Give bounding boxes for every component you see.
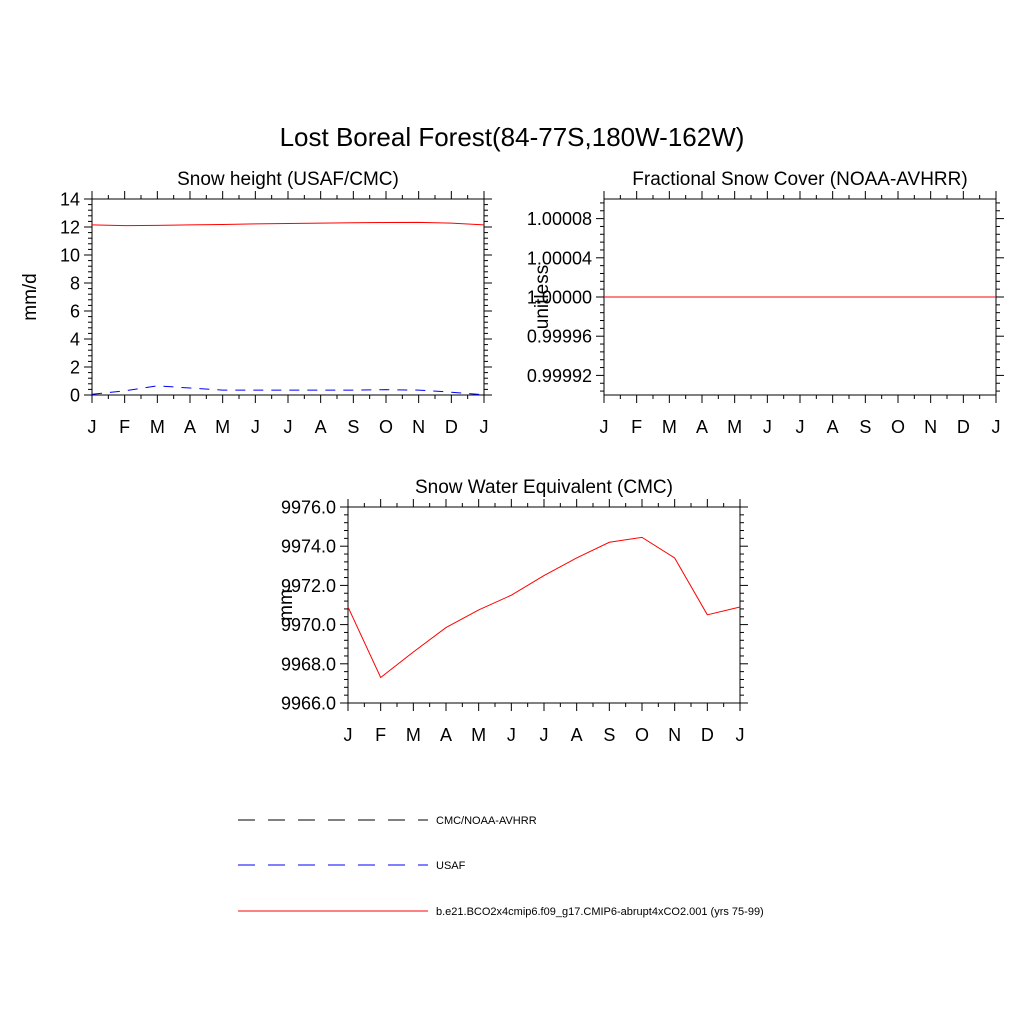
panel-title: Snow height (USAF/CMC) xyxy=(177,169,399,190)
x-tick-label: J xyxy=(88,417,97,437)
panel-title: Snow Water Equivalent (CMC) xyxy=(415,477,673,498)
x-tick-label: F xyxy=(631,417,642,437)
y-tick-label: 9966.0 xyxy=(281,694,336,714)
x-tick-label: M xyxy=(471,725,486,745)
x-tick-label: A xyxy=(827,417,839,437)
x-tick-label: M xyxy=(662,417,677,437)
x-tick-label: J xyxy=(284,417,293,437)
x-tick-label: O xyxy=(379,417,393,437)
x-tick-label: D xyxy=(701,725,714,745)
plot-frame xyxy=(91,198,485,396)
x-tick-label: S xyxy=(347,417,359,437)
y-tick-label: 1.00000 xyxy=(527,288,592,308)
plot-frame xyxy=(347,506,741,704)
y-tick-label: 9976.0 xyxy=(281,498,336,518)
x-tick-label: S xyxy=(603,725,615,745)
x-tick-label: J xyxy=(344,725,353,745)
panel-2: Fractional Snow Cover (NOAA-AVHRR) unitle… xyxy=(527,169,1004,437)
x-tick-label: F xyxy=(119,417,130,437)
x-tick-label: J xyxy=(480,417,489,437)
series-line-solid xyxy=(347,536,741,679)
panel-3: Snow Water Equivalent (CMC)mmJ F M A M J J A S O N… xyxy=(276,477,748,745)
panel-title: Fractional Snow Cover (NOAA-AVHRR) xyxy=(632,169,967,190)
figure-title: Lost Boreal Forest(84-77S,180W-162W) xyxy=(280,122,745,152)
y-tick-label: 9968.0 xyxy=(281,654,336,674)
x-tick-label: A xyxy=(315,417,327,437)
x-tick-label: J xyxy=(796,417,805,437)
series-line-solid xyxy=(91,221,485,227)
x-tick-label: J xyxy=(992,417,1001,437)
y-tick-label: 9974.0 xyxy=(281,537,336,557)
x-tick-label: N xyxy=(668,725,681,745)
y-tick-label: 0 xyxy=(70,386,80,406)
y-tick-label: 4 xyxy=(70,330,80,350)
x-tick-label: J xyxy=(507,725,516,745)
x-tick-label: M xyxy=(727,417,742,437)
x-tick-label: J xyxy=(600,417,609,437)
y-tick-label: 1.00004 xyxy=(527,248,592,268)
x-tick-label: J xyxy=(251,417,260,437)
y-tick-label: 6 xyxy=(70,302,80,322)
x-tick-label: J xyxy=(540,725,549,745)
legend: CMC/NOAA-AVHRR USAF b.e21.BCO2x4cmip6.f09_… xyxy=(238,815,764,918)
y-tick-label: 14 xyxy=(60,190,80,210)
y-axis-label: mm/d xyxy=(20,273,41,321)
x-tick-label: A xyxy=(440,725,452,745)
x-tick-label: S xyxy=(859,417,871,437)
x-tick-label: M xyxy=(215,417,230,437)
y-tick-label: 10 xyxy=(60,246,80,266)
y-tick-label: 0.99996 xyxy=(527,327,592,347)
x-tick-label: D xyxy=(445,417,458,437)
x-tick-label: O xyxy=(891,417,905,437)
legend-label: CMC/NOAA-AVHRR xyxy=(436,815,537,827)
x-tick-label: D xyxy=(957,417,970,437)
legend-label: USAF xyxy=(436,860,466,872)
x-tick-label: M xyxy=(150,417,165,437)
x-tick-label: J xyxy=(736,725,745,745)
x-tick-label: N xyxy=(412,417,425,437)
y-tick-label: 0.99992 xyxy=(527,366,592,386)
x-tick-label: A xyxy=(184,417,196,437)
x-tick-label: M xyxy=(406,725,421,745)
y-tick-label: 9972.0 xyxy=(281,576,336,596)
y-axis-label: unitless xyxy=(532,265,553,329)
panel-1: Snow height (USAF/CMC)mm/dJ F M A M J J A S O N D J0… xyxy=(20,169,492,437)
x-tick-label: O xyxy=(635,725,649,745)
y-tick-label: 8 xyxy=(70,274,80,294)
series-line-dashed xyxy=(91,385,485,396)
x-tick-label: A xyxy=(571,725,583,745)
legend-label: b.e21.BCO2x4cmip6.f09_g17.CMIP6-abrupt4x… xyxy=(436,906,764,918)
x-tick-label: F xyxy=(375,725,386,745)
x-tick-label: N xyxy=(924,417,937,437)
y-tick-label: 12 xyxy=(60,218,80,238)
x-tick-label: J xyxy=(763,417,772,437)
y-tick-label: 1.00008 xyxy=(527,209,592,229)
y-axis-label: mm xyxy=(276,589,297,621)
x-tick-label: A xyxy=(696,417,708,437)
y-tick-label: 9970.0 xyxy=(281,615,336,635)
y-tick-label: 2 xyxy=(70,358,80,378)
